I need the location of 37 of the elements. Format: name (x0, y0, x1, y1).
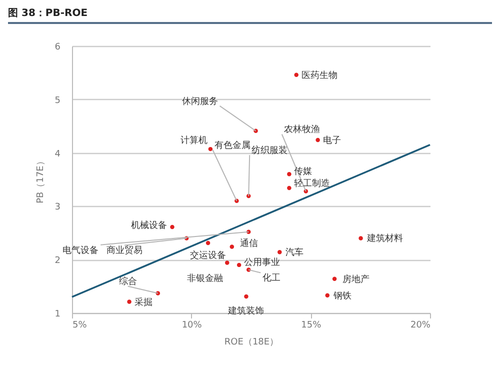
x-tick-label: 20% (410, 320, 431, 330)
annotation: 建筑材料 (366, 233, 403, 244)
annotation: 医药生物 (301, 70, 338, 81)
y-tick-label: 3 (54, 202, 60, 213)
annotation: 通信 (240, 238, 258, 249)
annotation: 非银金融 (187, 272, 224, 284)
y-tick-label: 4 (54, 149, 61, 160)
x-tick-label: 5% (72, 320, 88, 330)
annotation: 采掘 (134, 296, 152, 308)
x-axis-title: ROE（18E） (224, 338, 279, 348)
annotation: 房地产 (342, 274, 370, 285)
annotation: 传媒 (294, 166, 312, 178)
annotation: 综合 (118, 276, 137, 288)
y-tick-label: 6 (54, 42, 61, 52)
y-tick-label: 5 (54, 96, 60, 106)
y-tick-label: 2 (54, 256, 60, 266)
annotation: 汽车 (286, 247, 304, 258)
chart-title: 图 38：PB-ROE (8, 7, 88, 20)
annotation: 电气设备 (62, 244, 99, 256)
annotation: 轻工制造 (294, 178, 330, 190)
annotation: 纺织服装 (252, 145, 288, 156)
annotation: 钢铁 (332, 290, 352, 302)
annotation: 电子 (322, 134, 341, 146)
y-tick-label: 1 (54, 310, 60, 320)
annotation: 计算机 (180, 135, 208, 146)
annotation: 农林牧渔 (284, 124, 320, 136)
annotation: 交运设备 (190, 250, 226, 262)
annotation: 休闲服务 (182, 96, 218, 107)
x-tick-label: 10% (182, 320, 202, 330)
annotation: 机械设备 (131, 220, 168, 232)
annotation: 建筑装饰 (227, 305, 264, 316)
annotation: 公用事业 (244, 256, 280, 268)
annotation: 商业贸易 (106, 245, 143, 256)
annotation: 有色金属 (214, 140, 251, 151)
y-axis-title: PB（17E） (36, 156, 46, 204)
annotation: 化工 (262, 272, 281, 284)
x-tick-label: 15% (301, 320, 322, 330)
